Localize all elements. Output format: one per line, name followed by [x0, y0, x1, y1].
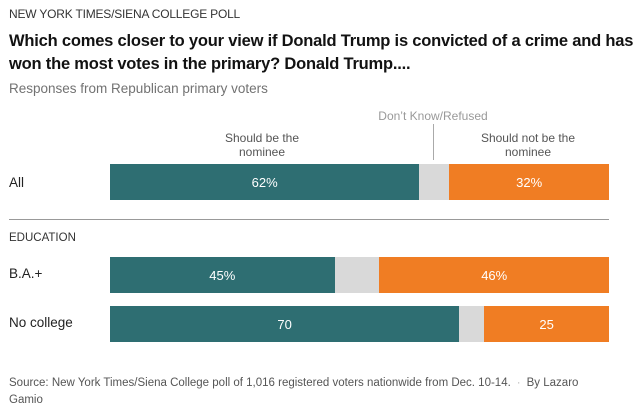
legend-dont-know: Don’t Know/Refused: [378, 109, 488, 123]
segment-value-label: 46%: [481, 267, 508, 283]
legend-should-not: Should not be the nominee: [480, 131, 576, 159]
section-label-education: EDUCATION: [9, 232, 76, 244]
section-divider: [9, 219, 609, 220]
legend-should-be: Should be the nominee: [224, 131, 300, 159]
source-separator: ·: [516, 377, 521, 389]
segment-value-label: 32%: [516, 174, 543, 190]
segment-dont-know: [334, 257, 380, 293]
segment-should-not: 25: [484, 306, 609, 342]
segment-dont-know: [459, 306, 485, 342]
chart-subtitle: Responses from Republican primary voters: [9, 81, 268, 96]
segment-value-label: 70: [277, 316, 292, 332]
segment-should-be: 70: [110, 306, 460, 342]
row-label-all: All: [9, 175, 25, 190]
source-text: Source: New York Times/Siena College pol…: [9, 377, 511, 389]
bar-all: 62% 32%: [110, 164, 609, 200]
byline: By Lazaro Gamio: [9, 377, 579, 406]
row-label-no-college: No college: [9, 315, 73, 330]
bar-no-college: 70 25: [110, 306, 609, 342]
dont-know-leader-line: [433, 124, 434, 160]
segment-value-label: 62%: [251, 174, 278, 190]
segment-value-label: 25: [539, 316, 554, 332]
source-note: Source: New York Times/Siena College pol…: [9, 375, 609, 409]
segment-value-label: 45%: [209, 267, 236, 283]
segment-should-be: 62%: [110, 164, 420, 200]
row-label-ba: B.A.+: [9, 266, 43, 281]
segment-should-not: 32%: [449, 164, 609, 200]
segment-dont-know: [419, 164, 450, 200]
chart-title: Which comes closer to your view if Donal…: [9, 32, 634, 73]
bar-ba: 45% 46%: [110, 257, 609, 293]
segment-should-be: 45%: [110, 257, 335, 293]
chart-kicker: NEW YORK TIMES/SIENA COLLEGE POLL: [9, 7, 241, 21]
segment-should-not: 46%: [379, 257, 609, 293]
